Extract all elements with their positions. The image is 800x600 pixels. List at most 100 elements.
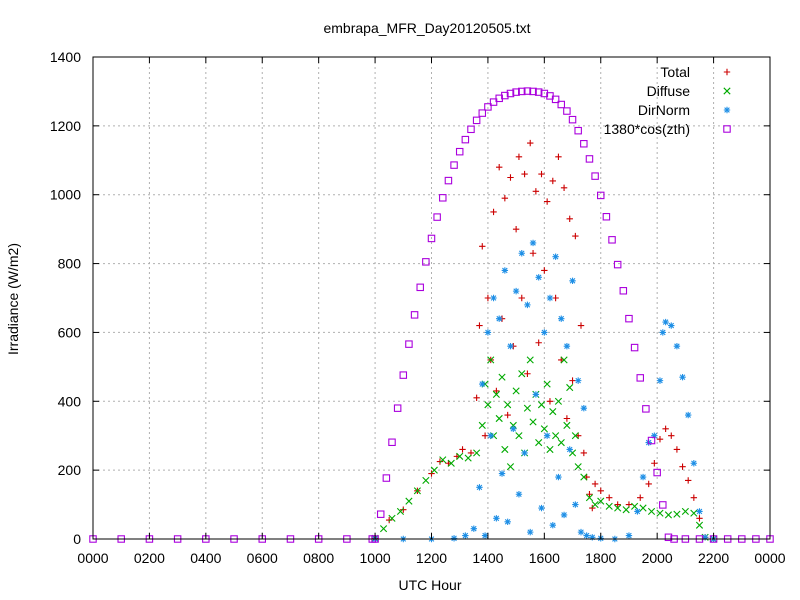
data-point bbox=[495, 414, 503, 423]
data-point bbox=[481, 432, 489, 439]
data-point bbox=[540, 425, 548, 433]
y-axis-ticks: 0 200 400 600 800 1000 1200 1400 bbox=[50, 49, 770, 547]
data-point bbox=[484, 294, 492, 302]
x-tick-label: 0800 bbox=[303, 550, 334, 566]
data-point bbox=[430, 466, 438, 474]
data-point bbox=[501, 194, 509, 202]
data-point bbox=[490, 208, 497, 216]
data-point bbox=[557, 439, 565, 447]
data-point bbox=[489, 98, 498, 106]
data-point bbox=[619, 287, 628, 295]
data-point bbox=[490, 294, 497, 302]
data-point bbox=[662, 318, 669, 326]
data-point bbox=[580, 404, 588, 412]
data-point bbox=[504, 411, 511, 419]
data-point bbox=[385, 516, 393, 524]
data-point bbox=[509, 421, 517, 429]
data-point bbox=[690, 460, 698, 467]
data-point bbox=[487, 432, 494, 439]
data-point bbox=[518, 370, 526, 378]
data-point bbox=[639, 473, 647, 481]
data-point bbox=[668, 432, 675, 439]
data-point bbox=[504, 518, 511, 525]
data-point bbox=[695, 521, 704, 529]
data-point bbox=[450, 161, 458, 169]
data-point bbox=[481, 532, 489, 539]
data-point bbox=[684, 477, 692, 484]
data-point bbox=[543, 432, 551, 439]
data-point bbox=[549, 408, 557, 416]
data-point bbox=[568, 115, 577, 124]
data-point bbox=[560, 184, 568, 192]
data-point bbox=[506, 463, 515, 471]
data-point bbox=[523, 404, 531, 412]
data-point bbox=[461, 135, 470, 144]
data-point bbox=[647, 436, 656, 445]
data-point bbox=[642, 405, 650, 413]
data-point bbox=[589, 534, 596, 541]
data-point bbox=[501, 445, 509, 454]
x-tick-label: 0400 bbox=[190, 550, 221, 566]
data-point bbox=[580, 473, 588, 481]
data-point bbox=[585, 155, 594, 163]
data-point bbox=[664, 511, 673, 519]
data-point bbox=[572, 501, 579, 508]
data-point bbox=[597, 487, 604, 494]
data-point bbox=[591, 480, 599, 488]
x-tick-label: 0000 bbox=[77, 550, 108, 566]
data-point bbox=[664, 533, 673, 542]
data-point bbox=[651, 460, 658, 467]
data-point bbox=[416, 283, 424, 292]
data-point bbox=[535, 439, 543, 447]
data-point bbox=[515, 432, 523, 440]
data-point bbox=[679, 373, 686, 381]
legend-label: Diffuse bbox=[647, 83, 691, 99]
data-point bbox=[591, 500, 599, 509]
data-point bbox=[577, 322, 585, 329]
data-point bbox=[484, 103, 492, 111]
legend-marker bbox=[723, 106, 731, 114]
data-point bbox=[546, 445, 554, 454]
data-point bbox=[543, 198, 551, 205]
data-point bbox=[524, 370, 531, 377]
data-point bbox=[527, 528, 534, 536]
data-point bbox=[473, 394, 480, 402]
data-point bbox=[560, 356, 568, 364]
data-point bbox=[622, 506, 630, 514]
data-point bbox=[549, 177, 556, 185]
data-point bbox=[681, 507, 689, 516]
data-point bbox=[577, 528, 585, 536]
data-point bbox=[422, 258, 430, 266]
data-point bbox=[597, 497, 605, 505]
data-point bbox=[554, 397, 563, 405]
data-point bbox=[546, 294, 554, 302]
data-point bbox=[580, 449, 588, 457]
y-tick-label: 1200 bbox=[50, 118, 81, 134]
data-point bbox=[464, 454, 472, 462]
data-point bbox=[653, 468, 661, 477]
data-point bbox=[462, 532, 469, 539]
data-point bbox=[492, 390, 500, 398]
data-point bbox=[625, 532, 633, 539]
data-point bbox=[591, 172, 599, 180]
data-point bbox=[498, 373, 506, 381]
data-point bbox=[456, 452, 464, 460]
data-point bbox=[659, 501, 667, 509]
data-point bbox=[673, 343, 681, 350]
data-point bbox=[476, 484, 483, 491]
data-point bbox=[566, 215, 573, 223]
legend-label: 1380*cos(zth) bbox=[604, 121, 690, 137]
data-point bbox=[535, 274, 542, 281]
data-point bbox=[656, 509, 664, 517]
data-point bbox=[696, 515, 703, 522]
data-point bbox=[673, 510, 681, 518]
data-point bbox=[580, 140, 588, 148]
data-point bbox=[701, 534, 709, 541]
data-point bbox=[572, 232, 579, 240]
data-point bbox=[596, 191, 605, 200]
data-point bbox=[526, 356, 534, 364]
data-point bbox=[501, 267, 509, 274]
data-point bbox=[585, 494, 594, 502]
data-point bbox=[405, 340, 413, 348]
